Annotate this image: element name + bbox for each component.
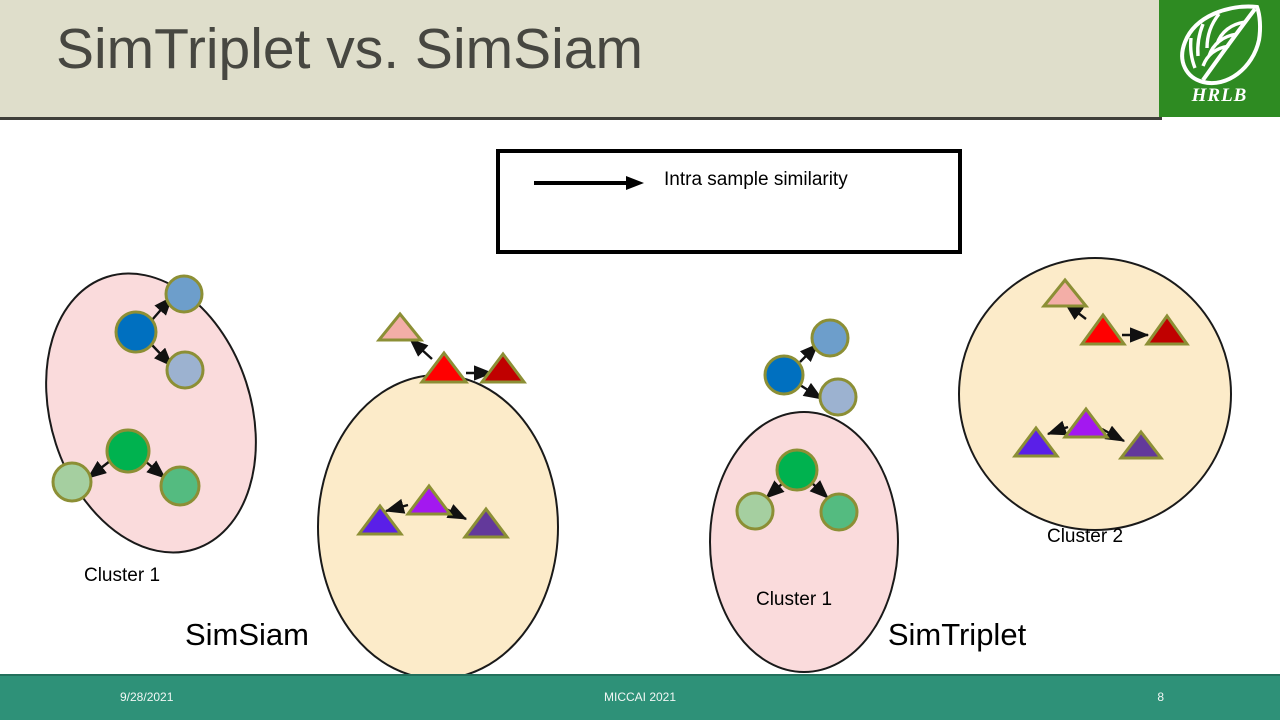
slide-header (0, 0, 1280, 117)
simtriplet-cluster2-group (958, 257, 1232, 531)
sample-marker (735, 491, 775, 531)
right-arrow-icon (534, 176, 644, 190)
similarity-arrow (765, 480, 785, 499)
sample-marker (165, 350, 205, 390)
similarity-arrow (87, 460, 111, 479)
sample-marker (818, 377, 858, 417)
similarity-arrow (409, 338, 433, 360)
cluster-label-simtriplet-2: Cluster 2 (1046, 526, 1124, 547)
cluster-diagram-svg (45, 257, 1232, 680)
sample-marker (479, 351, 527, 384)
logo-block: HRLB (1159, 0, 1280, 117)
similarity-arrow (144, 460, 166, 479)
sample-marker (819, 492, 859, 532)
similarity-arrow (1046, 420, 1069, 436)
footer-date: 9/28/2021 (120, 690, 174, 704)
simtriplet-cluster1-group (709, 318, 899, 673)
sample-marker-anchor (418, 350, 470, 384)
similarity-arrow (1101, 425, 1126, 443)
legend-box: Intra sample similarity (496, 149, 962, 254)
sample-marker (810, 318, 850, 358)
sample-marker-anchor (763, 354, 805, 396)
sample-marker (1012, 425, 1060, 458)
sample-marker-anchor (105, 428, 151, 474)
sample-marker-anchor (114, 310, 158, 354)
leaf-icon (1180, 4, 1263, 86)
similarity-arrow (384, 498, 409, 514)
method-label-simtriplet: SimTriplet (887, 617, 1027, 652)
similarity-arrow (809, 480, 829, 499)
cluster-circle (958, 257, 1232, 531)
sample-marker (375, 311, 425, 342)
sample-marker (462, 506, 510, 539)
sample-marker (159, 465, 201, 507)
logo-text: HRLB (1191, 85, 1248, 106)
page-title: SimTriplet vs. SimSiam (56, 17, 643, 81)
footer-conference: MICCAI 2021 (603, 690, 677, 704)
simsiam-cluster1-group (45, 272, 257, 554)
footer-divider (0, 674, 1280, 676)
cluster-label-simtriplet-1: Cluster 1 (755, 589, 833, 610)
sample-marker-anchor (405, 483, 453, 516)
sample-marker-anchor (1062, 406, 1110, 439)
footer-page-number: 8 (1157, 690, 1164, 704)
sample-marker (51, 461, 93, 503)
sample-marker (356, 503, 404, 536)
cluster-ellipse (709, 411, 899, 673)
diagram-canvas: Cluster 1 Cluster 2 Cluster 1 Cluster 2 … (0, 117, 1280, 714)
slide-footer (0, 676, 1280, 720)
simsiam-cluster2-group (317, 311, 559, 680)
similarity-arrow (799, 382, 824, 401)
sample-marker (164, 274, 204, 314)
sample-marker-anchor (1079, 312, 1127, 346)
sample-marker (1117, 429, 1165, 460)
method-label-simsiam: SimSiam (184, 617, 309, 652)
cluster-label-simsiam-1: Cluster 1 (83, 565, 161, 586)
sample-marker (1040, 277, 1090, 308)
header-divider (0, 117, 1162, 120)
legend-label: Intra sample similarity (664, 169, 848, 190)
cluster-ellipse (45, 272, 257, 554)
sample-marker (1144, 313, 1190, 346)
sample-marker-anchor (775, 448, 819, 492)
